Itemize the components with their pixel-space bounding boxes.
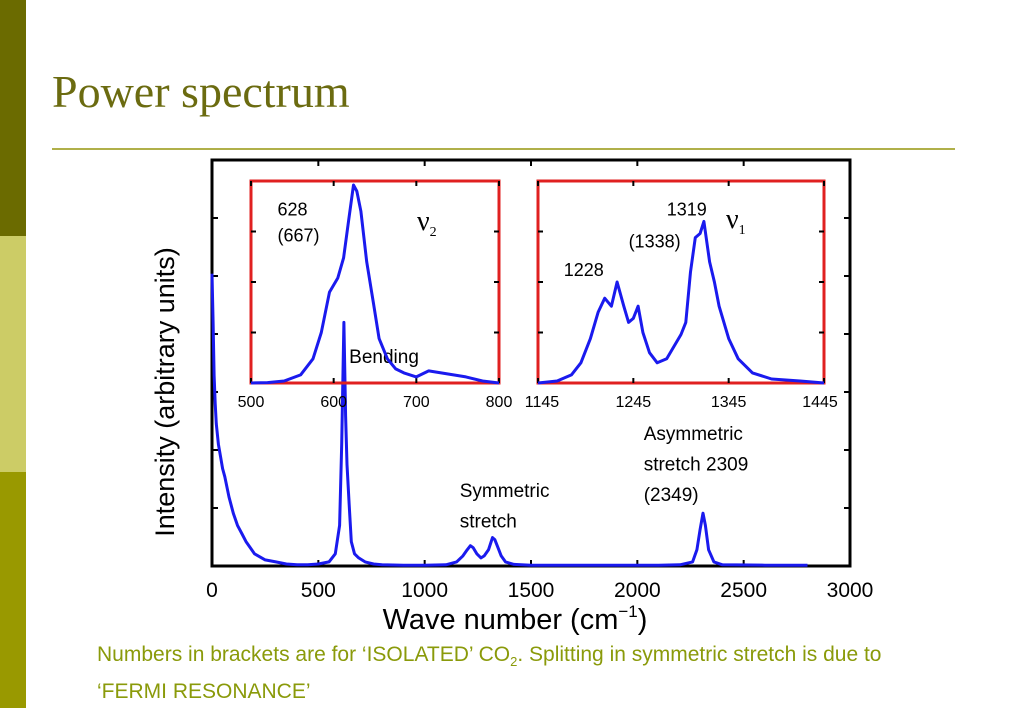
inset-nu1-label: ν1 xyxy=(726,204,746,238)
main-x-tick-label: 2500 xyxy=(720,579,767,602)
inset-nu1-series-line xyxy=(537,219,825,385)
inset-nu2-series-line xyxy=(250,183,500,385)
inset-nu1-x-tick-label: 1245 xyxy=(616,394,652,411)
inset-nu1-x-tick-label: 1145 xyxy=(525,394,560,411)
main-frame xyxy=(210,158,852,568)
main-x-tick-label: 0 xyxy=(206,579,218,602)
sidebar-band-middle xyxy=(0,236,26,472)
slide-title: Power spectrum xyxy=(52,66,350,117)
inset-nu1-annotation: (1338) xyxy=(629,232,681,252)
sidebar-band-bottom xyxy=(0,472,26,708)
slide-caption: Numbers in brackets are for ‘ISOLATED’ C… xyxy=(97,640,917,707)
inset-nu2: ν2 500 600 700 800 628 (667) xyxy=(238,179,513,411)
main-annotation: stretch 2309 xyxy=(644,455,749,476)
inset-nu2-label: ν2 xyxy=(417,206,437,240)
caption-text-end: . Splitting in symmetric stretch is due … xyxy=(97,643,882,704)
main-x-tick-label: 1000 xyxy=(401,579,448,602)
inset-nu2-x-tick-label: 500 xyxy=(238,394,265,411)
inset-nu1: ν1 1145 1245 1345 1445 1319 (1338) 1228 xyxy=(525,179,838,411)
inset-nu2-x-tick-label: 700 xyxy=(403,394,430,411)
inset-nu2-annotation: 628 xyxy=(277,199,307,219)
y-axis-label: Intensity (arbitrary units) xyxy=(150,247,180,537)
sidebar-band-top xyxy=(0,0,26,236)
inset-nu1-annotation: 1228 xyxy=(564,260,604,280)
main-x-tick-label: 3000 xyxy=(827,579,874,602)
main-x-tick-label: 500 xyxy=(301,579,336,602)
inset-nu1-annotation: 1319 xyxy=(667,199,707,219)
main-annotation: stretch xyxy=(460,511,517,532)
sidebar-decoration xyxy=(0,0,26,708)
main-annotation: Asymmetric xyxy=(644,424,743,445)
inset-nu2-x-tick-label: 800 xyxy=(486,394,513,411)
main-annotation: (2349) xyxy=(644,485,699,506)
caption-subscript: 2 xyxy=(510,654,518,670)
inset-nu1-x-tick-label: 1445 xyxy=(802,394,838,411)
main-plot: Intensity (arbitrary units) Wave number … xyxy=(150,158,874,636)
main-series-line xyxy=(210,273,808,567)
inset-nu2-x-tick-label: 600 xyxy=(320,394,347,411)
inset-nu2-annotation: (667) xyxy=(277,226,319,246)
power-spectrum-chart: Intensity (arbitrary units) Wave number … xyxy=(150,158,874,636)
main-annotation: Bending xyxy=(349,347,419,368)
caption-text-start: Numbers in brackets are for ‘ISOLATED’ C… xyxy=(97,643,511,666)
main-x-tick-label: 1500 xyxy=(508,579,555,602)
main-annotation: Symmetric xyxy=(460,481,550,502)
main-x-tick-label: 2000 xyxy=(614,579,661,602)
inset-nu1-x-tick-label: 1345 xyxy=(711,394,747,411)
x-axis-label: Wave number (cm−1) xyxy=(383,602,648,636)
title-divider xyxy=(52,148,955,150)
